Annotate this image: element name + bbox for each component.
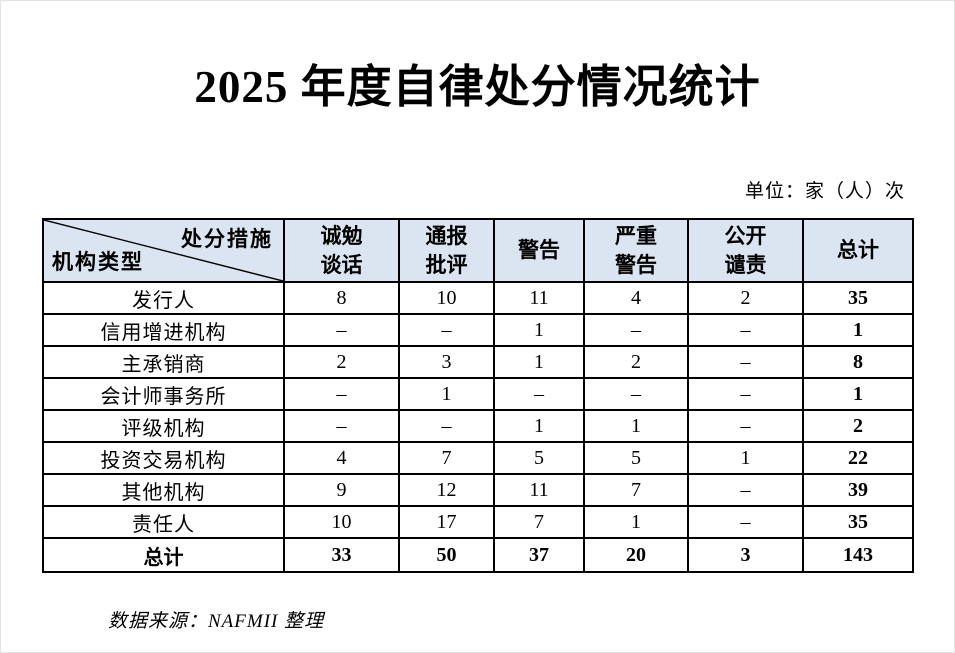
total-cell: 20	[583, 537, 689, 573]
table-row: 发行人 8 10 11 4 2 35	[42, 281, 914, 315]
data-cell: –	[583, 377, 689, 411]
data-cell: 10	[283, 505, 400, 539]
row-label: 主承销商	[42, 345, 285, 379]
table-row: 主承销商 2 3 1 2–8	[42, 345, 914, 379]
column-header: 通报 批评	[398, 218, 495, 283]
table-row: 其他机构 9 12 11 7–39	[42, 473, 914, 507]
data-cell: 5	[493, 441, 585, 475]
data-cell: –	[398, 313, 495, 347]
data-cell: 2	[802, 409, 914, 443]
data-cell: 12	[398, 473, 495, 507]
data-cell: 2	[583, 345, 689, 379]
data-cell: 35	[802, 281, 914, 315]
data-cell: –	[583, 313, 689, 347]
data-cell: 35	[802, 505, 914, 539]
data-cell: 1	[398, 377, 495, 411]
data-cell: 7	[398, 441, 495, 475]
data-cell: –	[493, 377, 585, 411]
total-row: 总计 33 50 37 20 3 143	[42, 537, 914, 573]
data-cell: 1	[583, 409, 689, 443]
data-cell: –	[687, 505, 804, 539]
total-cell: 37	[493, 537, 585, 573]
table-row: 投资交易机构 4 7 5 5 1 22	[42, 441, 914, 475]
table-row: 信用增进机构 – –1– –1	[42, 313, 914, 347]
unit-note: 单位：家（人）次	[744, 181, 905, 202]
row-label: 信用增进机构	[42, 313, 285, 347]
data-cell: 39	[802, 473, 914, 507]
data-cell: 8	[283, 281, 400, 315]
data-cell: 4	[283, 441, 400, 475]
table-row: 评级机构 – –1 1–2	[42, 409, 914, 443]
data-cell: 3	[398, 345, 495, 379]
data-cell: 2	[283, 345, 400, 379]
total-cell: 33	[283, 537, 400, 573]
row-label: 评级机构	[42, 409, 285, 443]
data-cell: –	[687, 313, 804, 347]
total-cell: 50	[398, 537, 495, 573]
data-cell: 1	[493, 409, 585, 443]
data-cell: 10	[398, 281, 495, 315]
data-cell: 22	[802, 441, 914, 475]
data-cell: 4	[583, 281, 689, 315]
total-row-label: 总计	[42, 537, 285, 573]
column-header: 警告	[493, 218, 585, 283]
data-cell: 1	[493, 313, 585, 347]
data-cell: –	[283, 377, 400, 411]
data-cell: –	[398, 409, 495, 443]
column-header: 诚勉 谈话	[283, 218, 400, 283]
table-header-row: 处分措施 机构类型 诚勉 谈话 通报 批评 警告 严重 警告 公开 谴责 总计	[42, 218, 914, 283]
data-cell: 8	[802, 345, 914, 379]
data-cell: 2	[687, 281, 804, 315]
corner-label-measures: 处分措施	[181, 227, 273, 251]
data-cell: –	[687, 377, 804, 411]
table-row: 会计师事务所 –1– – –1	[42, 377, 914, 411]
corner-cell: 处分措施机构类型	[42, 218, 285, 283]
data-cell: 7	[583, 473, 689, 507]
table-row: 责任人 10 17 7 1–35	[42, 505, 914, 539]
total-cell: 3	[687, 537, 804, 573]
corner-label-institution: 机构类型	[52, 249, 144, 274]
data-cell: 17	[398, 505, 495, 539]
data-cell: 1	[583, 505, 689, 539]
source-note: 数据来源：NAFMII 整理	[108, 611, 325, 632]
data-cell: 11	[493, 473, 585, 507]
row-label: 会计师事务所	[42, 377, 285, 411]
diagonal-divider-line	[44, 220, 283, 281]
total-cell: 143	[802, 537, 914, 573]
data-cell: 1	[802, 377, 914, 411]
discipline-stats-table: 处分措施 机构类型 诚勉 谈话 通报 批评 警告 严重 警告 公开 谴责 总计 发行人 8 10 11 4 2 35…	[42, 218, 914, 573]
row-label: 发行人	[42, 281, 285, 315]
data-cell: 1	[493, 345, 585, 379]
data-cell: –	[283, 313, 400, 347]
data-cell: –	[283, 409, 400, 443]
column-header: 公开 谴责	[687, 218, 804, 283]
data-cell: 5	[583, 441, 689, 475]
data-cell: 7	[493, 505, 585, 539]
data-cell: 9	[283, 473, 400, 507]
data-cell: 1	[802, 313, 914, 347]
data-cell: –	[687, 409, 804, 443]
data-cell: –	[687, 473, 804, 507]
data-cell: 1	[687, 441, 804, 475]
data-cell: –	[687, 345, 804, 379]
page-title: 2025 年度自律处分情况统计	[194, 62, 761, 112]
row-label: 投资交易机构	[42, 441, 285, 475]
column-header: 严重 警告	[583, 218, 689, 283]
data-cell: 11	[493, 281, 585, 315]
column-header: 总计	[802, 218, 914, 283]
row-label: 责任人	[42, 505, 285, 539]
row-label: 其他机构	[42, 473, 285, 507]
